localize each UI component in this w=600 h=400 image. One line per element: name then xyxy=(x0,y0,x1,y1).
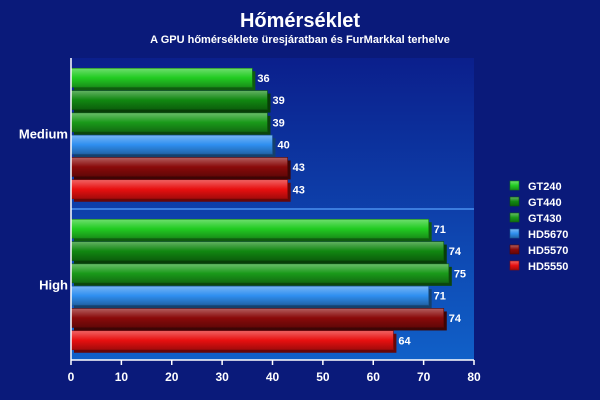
chart-title: Hőmérséklet xyxy=(240,10,360,32)
legend-label: HD5670 xyxy=(528,229,568,241)
legend-label: GT240 xyxy=(528,181,562,193)
bar-high-gt240 xyxy=(70,218,429,239)
legend-label: HD5550 xyxy=(528,261,568,273)
data-label: 71 xyxy=(434,224,446,236)
x-tick-label: 20 xyxy=(165,370,179,384)
data-label: 39 xyxy=(272,117,284,129)
x-tick-label: 70 xyxy=(417,370,431,384)
x-tick-label: 50 xyxy=(316,370,330,384)
bar-medium-hd5670 xyxy=(70,134,273,155)
legend-swatch xyxy=(509,260,520,271)
x-tick-label: 0 xyxy=(68,370,75,384)
data-label: 40 xyxy=(278,140,290,152)
bar-high-gt440 xyxy=(70,241,445,261)
legend-swatch xyxy=(509,228,520,239)
legend-swatch xyxy=(509,244,520,255)
data-label: 74 xyxy=(449,313,462,325)
bar-medium-hd5550 xyxy=(70,179,288,200)
data-label: 75 xyxy=(454,268,466,280)
legend-label: HD5570 xyxy=(528,245,568,257)
legend-label: GT440 xyxy=(528,197,562,209)
legend-swatch xyxy=(509,212,520,223)
data-label: 39 xyxy=(272,95,284,107)
legend-swatch xyxy=(509,180,520,191)
bar-medium-gt240 xyxy=(70,67,253,88)
bar-high-hd5570 xyxy=(70,308,445,328)
x-tick-label: 10 xyxy=(115,370,129,384)
data-label: 43 xyxy=(293,162,305,174)
bar-high-hd5550 xyxy=(70,330,394,351)
bar-medium-gt440 xyxy=(70,90,268,110)
legend-swatch xyxy=(509,196,520,207)
bar-medium-gt430 xyxy=(70,112,268,133)
bar-medium-hd5570 xyxy=(70,157,288,177)
data-label: 64 xyxy=(398,335,411,347)
chart-subtitle: A GPU hőmérséklete üresjáratban és FurMa… xyxy=(150,34,450,46)
data-label: 43 xyxy=(293,184,305,196)
category-label: High xyxy=(39,278,68,293)
x-tick-label: 40 xyxy=(266,370,280,384)
x-tick-label: 80 xyxy=(467,370,481,384)
category-label: Medium xyxy=(19,127,68,142)
data-label: 71 xyxy=(434,291,446,303)
data-label: 74 xyxy=(449,246,462,258)
x-tick-label: 30 xyxy=(215,370,229,384)
x-tick-label: 60 xyxy=(367,370,381,384)
bar-high-gt430 xyxy=(70,263,450,284)
legend-label: GT430 xyxy=(528,213,562,225)
bar-high-hd5670 xyxy=(70,285,429,306)
data-label: 36 xyxy=(257,73,269,85)
